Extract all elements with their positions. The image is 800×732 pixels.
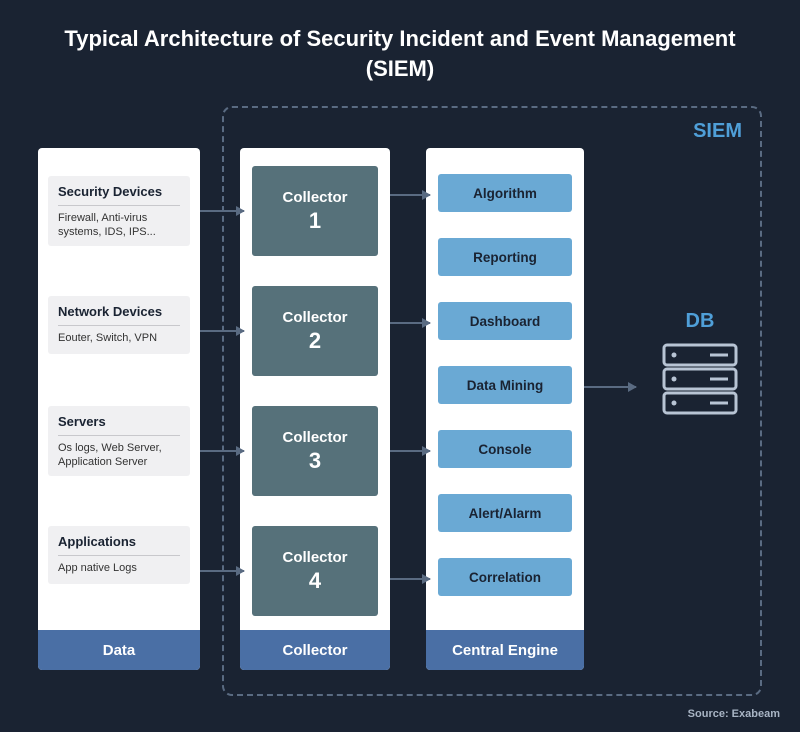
engine-box: Console (438, 430, 572, 468)
data-source-box: ApplicationsApp native Logs (48, 526, 190, 584)
flow-arrow (390, 194, 430, 196)
data-source-desc: Eouter, Switch, VPN (58, 326, 180, 346)
column-engine: Central Engine Algorithm Reporting Dashboa… (426, 148, 584, 670)
data-source-desc: Firewall, Anti-virus systems, IDS, IPS..… (58, 206, 180, 240)
collector-number: 2 (309, 328, 321, 354)
flow-arrow (200, 570, 244, 572)
collector-number: 1 (309, 208, 321, 234)
column-engine-footer: Central Engine (426, 630, 584, 670)
engine-box: Alert/Alarm (438, 494, 572, 532)
data-source-title: Security Devices (58, 184, 180, 206)
flow-arrow (390, 450, 430, 452)
flow-arrow (200, 450, 244, 452)
collector-box: Collector 2 (252, 286, 378, 376)
collector-number: 3 (309, 448, 321, 474)
source-credit: Source: Exabeam (688, 708, 780, 720)
collector-box: Collector 3 (252, 406, 378, 496)
collector-label: Collector (282, 429, 347, 446)
flow-arrow (584, 386, 636, 388)
collector-label: Collector (282, 549, 347, 566)
data-source-title: Applications (58, 534, 180, 556)
siem-label: SIEM (693, 120, 742, 143)
data-source-box: Security DevicesFirewall, Anti-virus sys… (48, 176, 190, 246)
diagram-title: Typical Architecture of Security Inciden… (0, 0, 800, 101)
column-collector-footer: Collector (240, 630, 390, 670)
db-group: DB (640, 310, 760, 419)
engine-box: Dashboard (438, 302, 572, 340)
collector-box: Collector 1 (252, 166, 378, 256)
flow-arrow (390, 578, 430, 580)
flow-arrow (390, 322, 430, 324)
data-source-title: Servers (58, 414, 180, 436)
engine-box: Algorithm (438, 174, 572, 212)
engine-box: Reporting (438, 238, 572, 276)
column-data-footer: Data (38, 630, 200, 670)
collector-box: Collector 4 (252, 526, 378, 616)
data-source-desc: Os logs, Web Server, Application Server (58, 436, 180, 470)
database-icon (640, 341, 760, 419)
collector-label: Collector (282, 189, 347, 206)
column-data: Data Security DevicesFirewall, Anti-viru… (38, 148, 200, 670)
db-label: DB (640, 310, 760, 333)
collector-number: 4 (309, 568, 321, 594)
engine-box: Correlation (438, 558, 572, 596)
data-source-title: Network Devices (58, 304, 180, 326)
engine-box: Data Mining (438, 366, 572, 404)
data-source-desc: App native Logs (58, 556, 180, 576)
data-source-box: Network DevicesEouter, Switch, VPN (48, 296, 190, 354)
column-collector: Collector Collector 1 Collector 2 Collector 3… (240, 148, 390, 670)
collector-label: Collector (282, 309, 347, 326)
flow-arrow (200, 210, 244, 212)
flow-arrow (200, 330, 244, 332)
data-source-box: ServersOs logs, Web Server, Application … (48, 406, 190, 476)
